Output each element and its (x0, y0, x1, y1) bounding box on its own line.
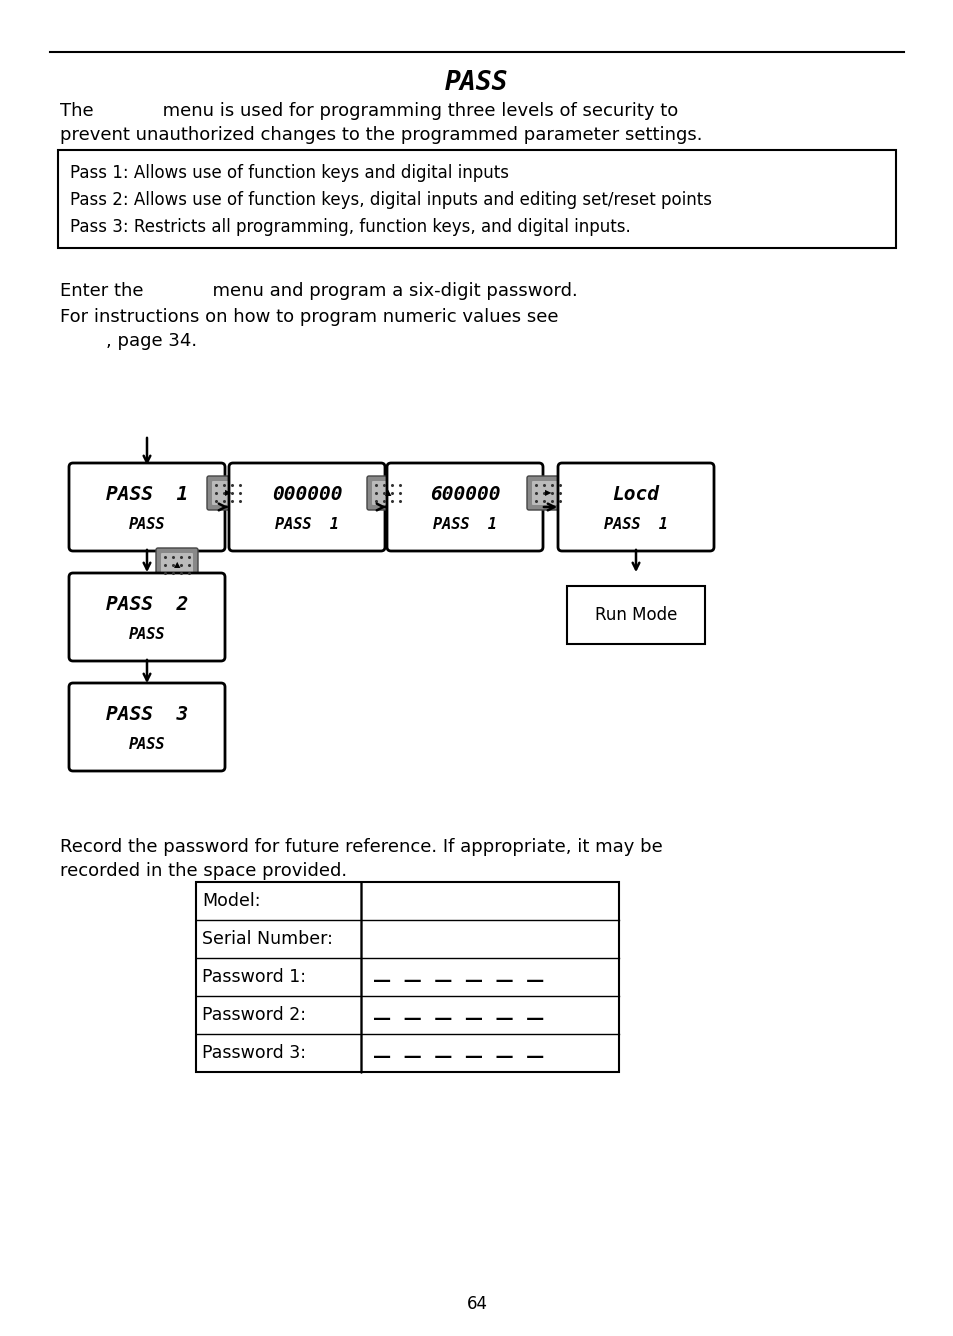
FancyBboxPatch shape (558, 464, 713, 550)
Text: recorded in the space provided.: recorded in the space provided. (60, 862, 347, 880)
Text: prevent unauthorized changes to the programmed parameter settings.: prevent unauthorized changes to the prog… (60, 126, 701, 144)
Text: PASS  3: PASS 3 (106, 705, 188, 724)
Text: PASS: PASS (129, 737, 165, 752)
Text: Record the password for future reference. If appropriate, it may be: Record the password for future reference… (60, 838, 662, 856)
FancyBboxPatch shape (532, 481, 563, 505)
Text: ▲: ▲ (384, 489, 391, 497)
Text: PASS  1: PASS 1 (106, 485, 188, 505)
Text: —  —  —  —  —  —: — — — — — — (373, 973, 543, 990)
FancyBboxPatch shape (387, 464, 542, 550)
Text: Pass 2: Allows use of function keys, digital inputs and editing set/reset points: Pass 2: Allows use of function keys, dig… (70, 191, 711, 208)
Text: 600000: 600000 (429, 485, 499, 505)
Text: PASS  1: PASS 1 (274, 517, 338, 532)
Text: For instructions on how to program numeric values see: For instructions on how to program numer… (60, 309, 558, 326)
Text: ▶: ▶ (544, 489, 551, 497)
Text: Model:: Model: (202, 892, 260, 910)
Bar (566, 587, 704, 644)
Text: PASS: PASS (445, 69, 508, 96)
Text: Password 2:: Password 2: (202, 1006, 306, 1023)
Text: 64: 64 (466, 1295, 487, 1313)
FancyBboxPatch shape (526, 476, 568, 510)
Text: Enter the            menu and program a six-digit password.: Enter the menu and program a six-digit p… (60, 282, 578, 301)
Bar (195, 882, 618, 1071)
Text: Run Mode: Run Mode (594, 607, 677, 624)
Text: Password 3:: Password 3: (202, 1043, 306, 1062)
Text: , page 34.: , page 34. (60, 333, 197, 350)
Text: Password 1:: Password 1: (202, 969, 306, 986)
Text: Locd: Locd (612, 485, 659, 505)
FancyBboxPatch shape (372, 481, 403, 505)
Text: Serial Number:: Serial Number: (202, 930, 333, 949)
Text: ▲: ▲ (173, 561, 180, 569)
Bar (58, 150, 895, 248)
FancyBboxPatch shape (69, 573, 225, 661)
FancyBboxPatch shape (367, 476, 409, 510)
Text: PASS  2: PASS 2 (106, 596, 188, 615)
Text: ▶: ▶ (225, 489, 231, 497)
Text: Pass 3: Restricts all programming, function keys, and digital inputs.: Pass 3: Restricts all programming, funct… (70, 218, 630, 236)
Text: 000000: 000000 (272, 485, 342, 505)
FancyBboxPatch shape (69, 683, 225, 771)
Text: PASS: PASS (129, 517, 165, 532)
FancyBboxPatch shape (207, 476, 249, 510)
FancyBboxPatch shape (161, 553, 193, 577)
Text: —  —  —  —  —  —: — — — — — — (373, 1047, 543, 1066)
Text: The            menu is used for programming three levels of security to: The menu is used for programming three l… (60, 102, 678, 120)
FancyBboxPatch shape (229, 464, 385, 550)
FancyBboxPatch shape (212, 481, 244, 505)
Text: —  —  —  —  —  —: — — — — — — (373, 1010, 543, 1027)
Text: Pass 1: Allows use of function keys and digital inputs: Pass 1: Allows use of function keys and … (70, 164, 509, 182)
FancyBboxPatch shape (156, 548, 198, 582)
Text: PASS  1: PASS 1 (603, 517, 667, 532)
FancyBboxPatch shape (69, 464, 225, 550)
Text: PASS: PASS (129, 627, 165, 643)
Text: PASS  1: PASS 1 (433, 517, 497, 532)
